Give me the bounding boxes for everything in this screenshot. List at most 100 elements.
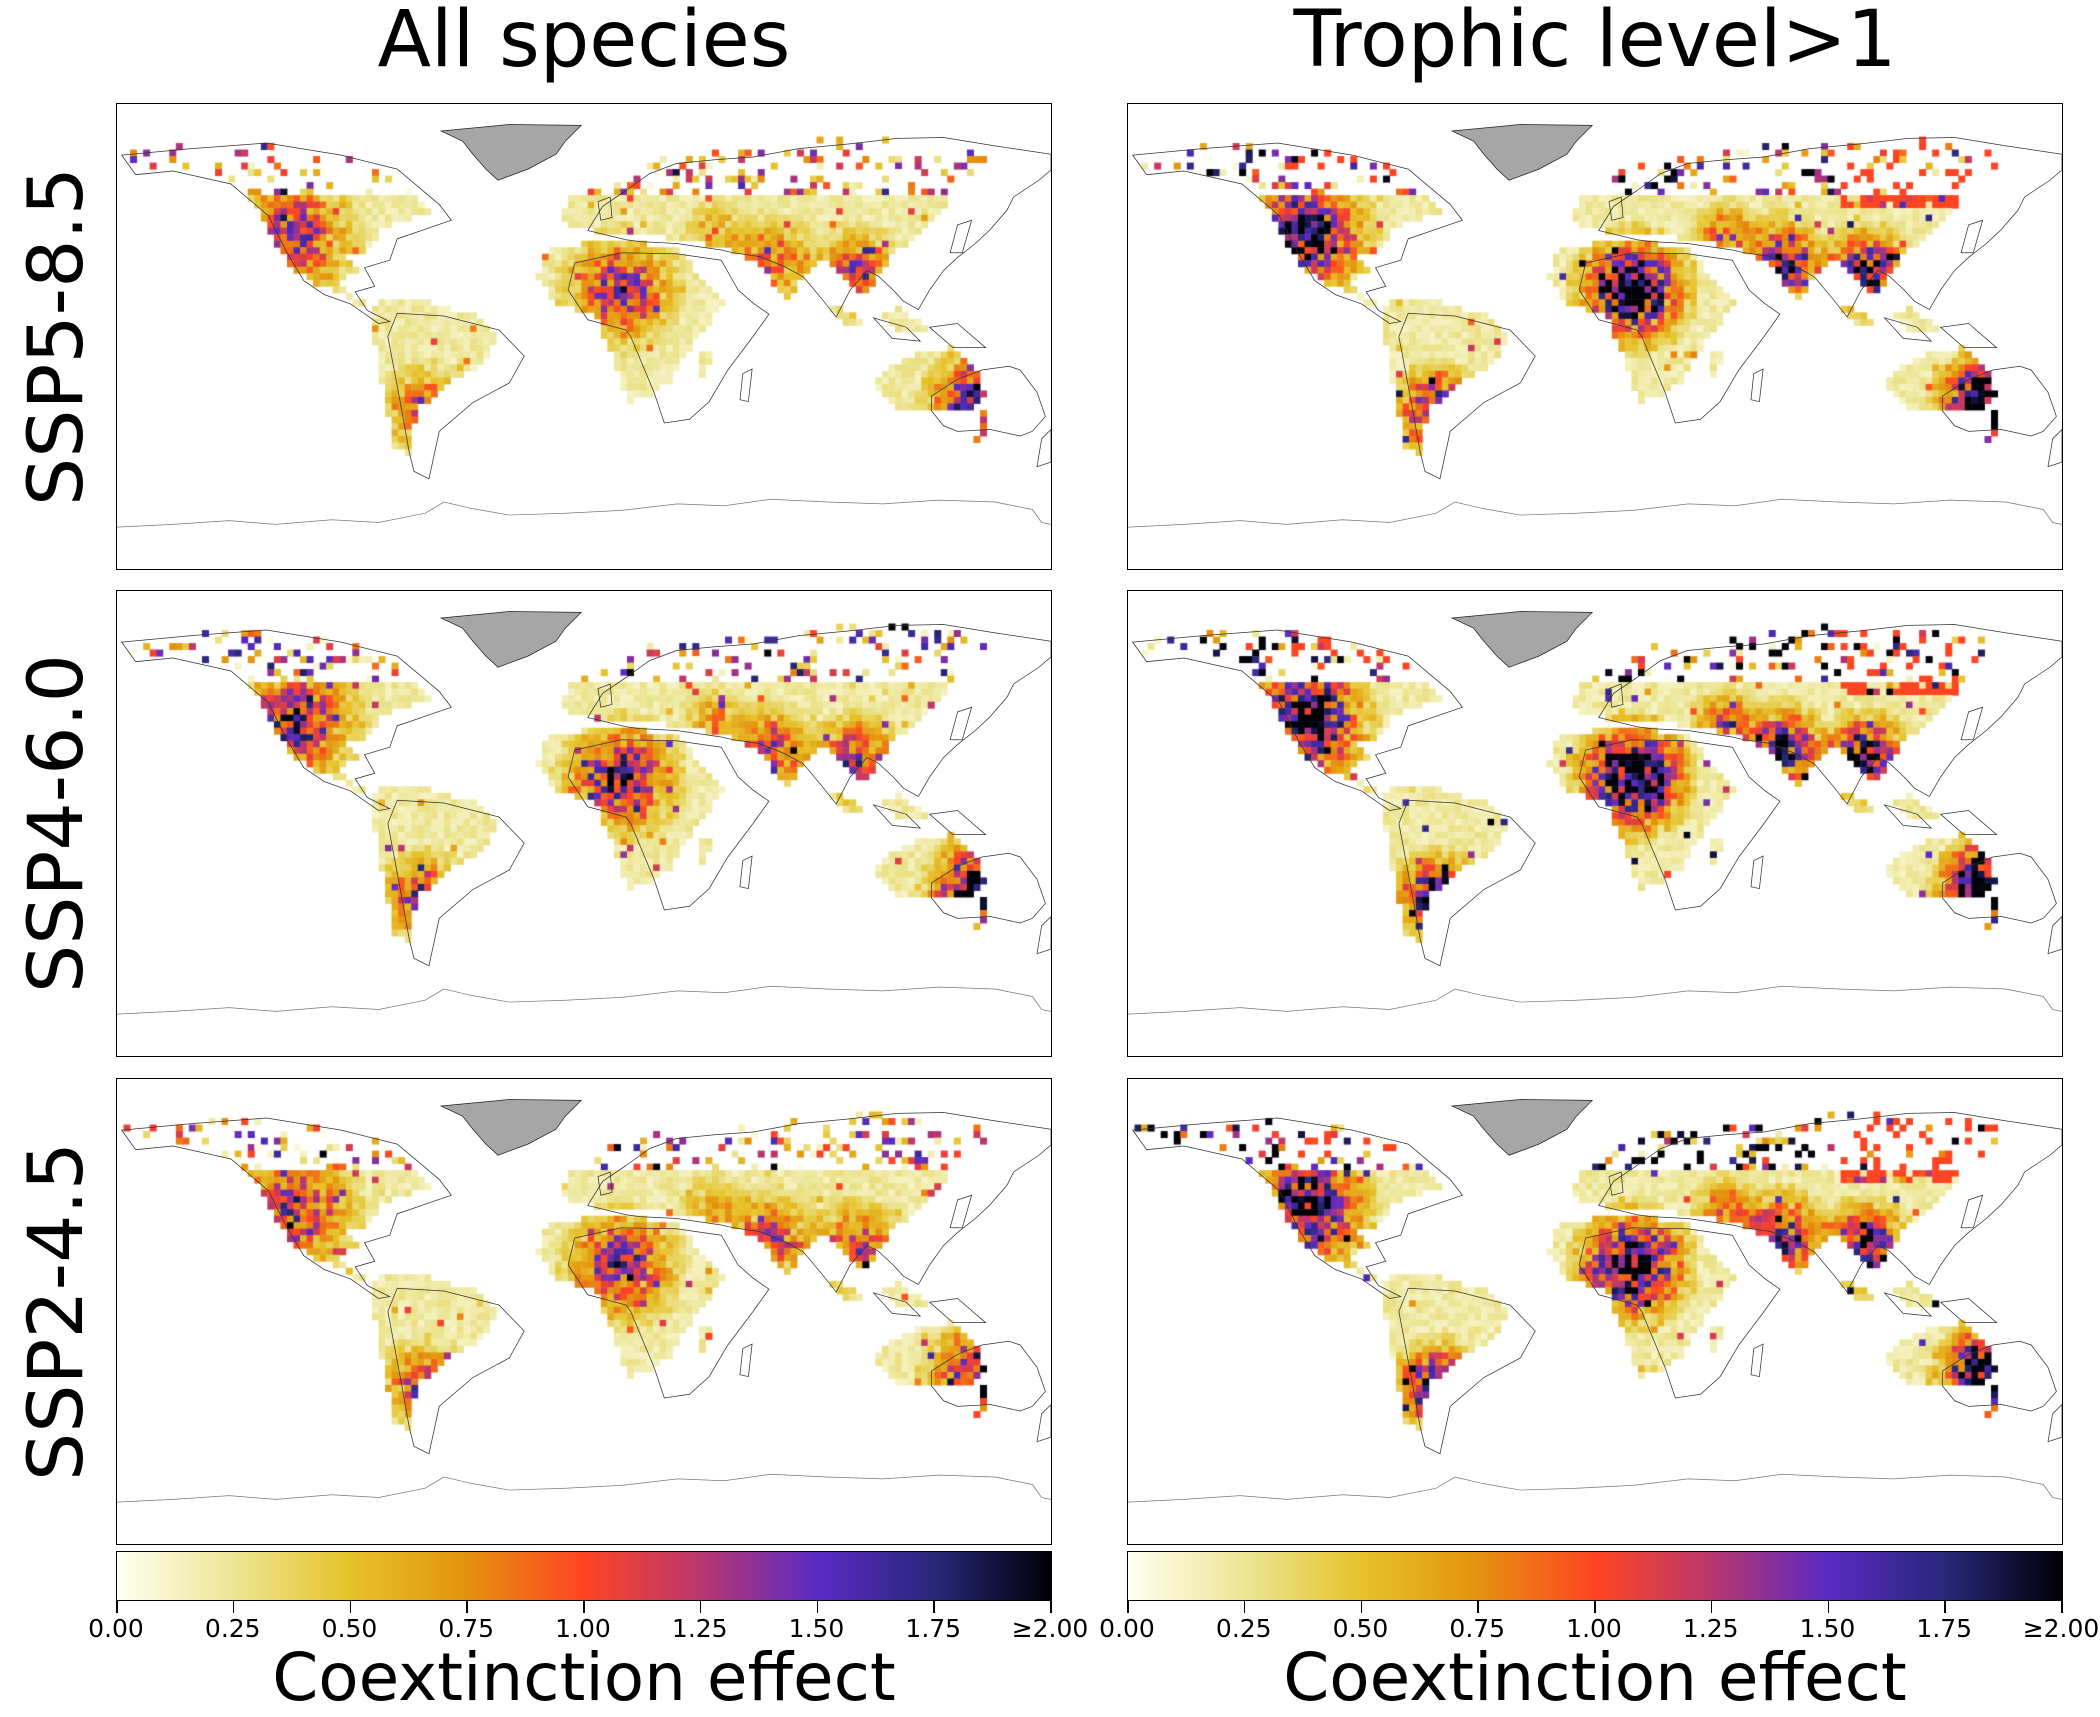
colorbar-tick — [349, 1601, 351, 1613]
coastline-jp — [1960, 706, 1984, 741]
column-title-trophic: Trophic level>1 — [1293, 0, 1897, 85]
coastline-overlay — [117, 1099, 1051, 1503]
greenland-no-data — [1450, 611, 1594, 668]
coastline-na — [120, 629, 452, 811]
coextinction-heat-layer — [1128, 1079, 2062, 1544]
colorbar-tick-label: ≥2.00 — [2022, 1614, 2100, 1643]
colorbar-tick-label: 1.50 — [1799, 1614, 1856, 1643]
colorbar-tick-label: 0.00 — [88, 1614, 144, 1643]
coastline-antarctica — [117, 498, 1051, 528]
map-trophic-ssp245 — [1127, 1078, 2063, 1545]
coastline-jp — [1960, 1194, 1984, 1229]
colorbar-tick-label: 0.50 — [321, 1614, 378, 1643]
coextinction-heat-layer — [1128, 104, 2062, 569]
map-trophic-ssp460 — [1127, 590, 2063, 1057]
colorbar-tick-label: 0.25 — [204, 1614, 261, 1643]
colorbar-tick — [933, 1601, 935, 1613]
coastline-na — [1131, 1117, 1463, 1299]
coastline-nz — [2047, 1403, 2062, 1443]
greenland-no-data — [439, 611, 583, 668]
colorbar-tick-label: 1.25 — [671, 1614, 728, 1643]
coastline-nz — [1036, 428, 1051, 468]
coastline-overlay — [1128, 611, 2062, 1015]
coastline-au — [931, 852, 1046, 924]
coastline-na — [1131, 629, 1463, 811]
coastline-id2 — [928, 1298, 987, 1324]
colorbar-tick — [1477, 1601, 1479, 1613]
coastline-antarctica — [117, 1473, 1051, 1503]
coastline-nz — [2047, 428, 2062, 468]
coastline-af — [1578, 252, 1781, 424]
colorbar-label-left: Coextinction effect — [272, 1639, 896, 1716]
coastline-eu — [587, 624, 1051, 805]
coastline-id2 — [928, 323, 987, 349]
coastline-id2 — [1939, 810, 1998, 836]
coastline-au — [931, 1340, 1046, 1412]
coastline-jp — [1960, 219, 1984, 254]
colorbar-tick — [1243, 1601, 1246, 1613]
coastline-sa — [1398, 799, 1536, 967]
coastline-nz — [1036, 915, 1051, 955]
colorbar-tick-label: 1.00 — [1566, 1614, 1622, 1643]
coextinction-heat-layer — [117, 1079, 1051, 1544]
colorbar-tick — [1710, 1601, 1713, 1613]
coastline-jp — [949, 219, 973, 254]
coastline-id2 — [1939, 1298, 1998, 1324]
colorbar-tick — [116, 1601, 118, 1613]
coastline-eu — [1598, 624, 2062, 805]
coastline-mg — [1750, 855, 1764, 890]
coastline-uk — [1608, 1171, 1624, 1196]
coastline-sa — [387, 799, 525, 967]
coastline-id1 — [872, 317, 922, 342]
coastline-nz — [2047, 915, 2062, 955]
coastline-af — [1578, 739, 1781, 911]
row-label-ssp585: SSP5-8.5 — [10, 167, 100, 506]
coastline-overlay — [117, 124, 1051, 528]
coastline-id1 — [1883, 317, 1933, 342]
row-label-ssp460: SSP4-6.0 — [10, 654, 100, 993]
colorbar-tick — [232, 1601, 235, 1613]
coastline-nz — [1036, 1403, 1051, 1443]
coastline-sa — [1398, 1287, 1536, 1455]
colorbar-tick-label: 0.50 — [1332, 1614, 1389, 1643]
colorbar-tick — [1360, 1601, 1362, 1613]
coastline-na — [1131, 142, 1463, 324]
coextinction-heat-layer — [117, 591, 1051, 1056]
coastline-id1 — [1883, 804, 1933, 829]
coastline-na — [120, 1117, 452, 1299]
coastline-sa — [1398, 312, 1536, 480]
coastline-af — [1578, 1227, 1781, 1399]
row-label-ssp245: SSP2-4.5 — [10, 1142, 100, 1481]
coastline-eu — [587, 137, 1051, 318]
colorbar-tick-label: 0.75 — [1449, 1614, 1506, 1643]
colorbar-label-right: Coextinction effect — [1283, 1639, 1907, 1716]
coastline-sa — [387, 1287, 525, 1455]
colorbar-tick — [583, 1601, 585, 1613]
coastline-mg — [739, 1343, 753, 1378]
map-trophic-ssp585 — [1127, 103, 2063, 570]
coastline-uk — [597, 683, 613, 708]
coastline-overlay — [1128, 124, 2062, 528]
coastline-id2 — [928, 810, 987, 836]
colorbar-tick-label: 1.25 — [1682, 1614, 1739, 1643]
coastline-eu — [1598, 137, 2062, 318]
coastline-au — [1942, 365, 2057, 437]
colorbar-tick — [2061, 1601, 2063, 1613]
colorbar-tick — [466, 1601, 468, 1613]
colorbar-tick — [1050, 1601, 1052, 1613]
coastline-uk — [597, 196, 613, 221]
colorbar-tick-label: 1.50 — [788, 1614, 845, 1643]
colorbar-left — [116, 1551, 1052, 1601]
colorbar-right — [1127, 1551, 2063, 1601]
coastline-uk — [1608, 683, 1624, 708]
colorbar-tick — [699, 1601, 702, 1613]
colorbar-tick-label: 0.75 — [438, 1614, 495, 1643]
coastline-au — [1942, 1340, 2057, 1412]
coastline-au — [931, 365, 1046, 437]
greenland-no-data — [439, 1099, 583, 1156]
coastline-au — [1942, 852, 2057, 924]
map-all-species-ssp245 — [116, 1078, 1052, 1545]
greenland-no-data — [439, 124, 583, 181]
coastline-antarctica — [1128, 1473, 2062, 1503]
